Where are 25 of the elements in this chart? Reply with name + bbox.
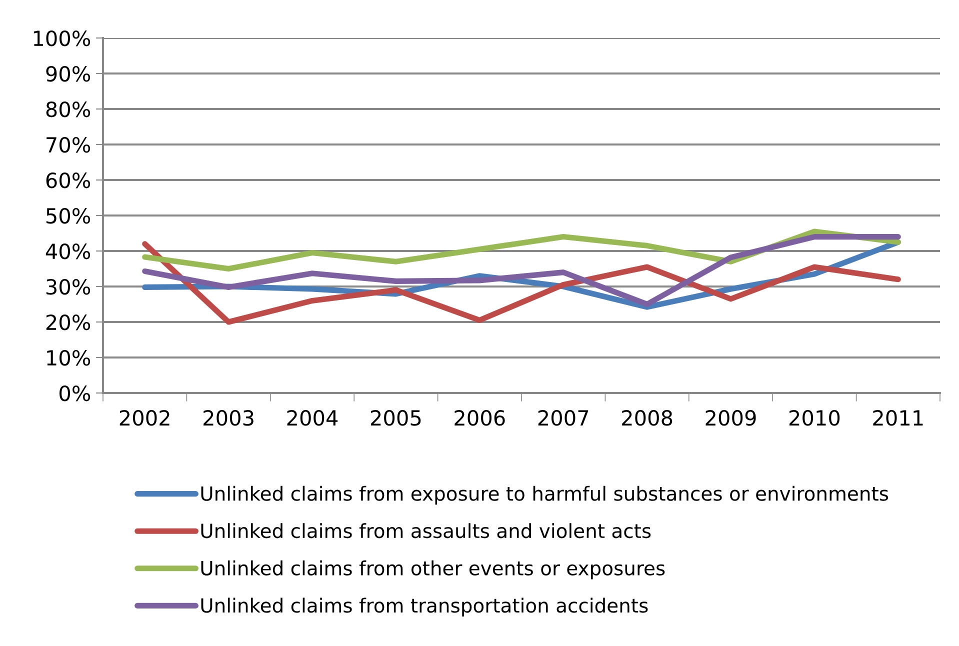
y-tick-label: 50% — [46, 208, 90, 224]
x-tick-label: 2003 — [204, 410, 254, 426]
x-tick-label: 2002 — [120, 410, 170, 426]
legend-label: Unlinked claims from assaults and violent acts — [201, 523, 651, 538]
legend-label: Unlinked claims from other events or exposures — [201, 560, 665, 580]
y-tick-label: 80% — [46, 101, 90, 118]
x-tick-label: 2011 — [873, 410, 923, 426]
x-tick-label: 2006 — [454, 410, 505, 426]
legend-label: Unlinked claims from transportation accidents — [201, 598, 648, 617]
y-tick-label: 30% — [46, 278, 90, 295]
y-tick-label: 100% — [34, 30, 90, 46]
x-tick-label: 2004 — [287, 410, 338, 426]
x-tick-label: 2009 — [706, 410, 756, 426]
x-tick-label: 2010 — [789, 410, 840, 426]
legend-label: Unlinked claims from exposure to harmful substances or environments — [201, 486, 888, 505]
y-tick-label: 0% — [60, 385, 90, 402]
x-tick-label: 2005 — [370, 410, 421, 426]
x-tick-label: 2007 — [538, 410, 588, 426]
y-tick-label: 40% — [46, 243, 90, 260]
y-tick-label: 20% — [46, 314, 90, 330]
y-tick-label: 70% — [46, 136, 90, 153]
x-tick-label: 2008 — [622, 410, 672, 426]
y-tick-label: 10% — [47, 350, 90, 366]
y-tick-label: 90% — [46, 66, 90, 82]
y-tick-label: 60% — [46, 172, 90, 188]
